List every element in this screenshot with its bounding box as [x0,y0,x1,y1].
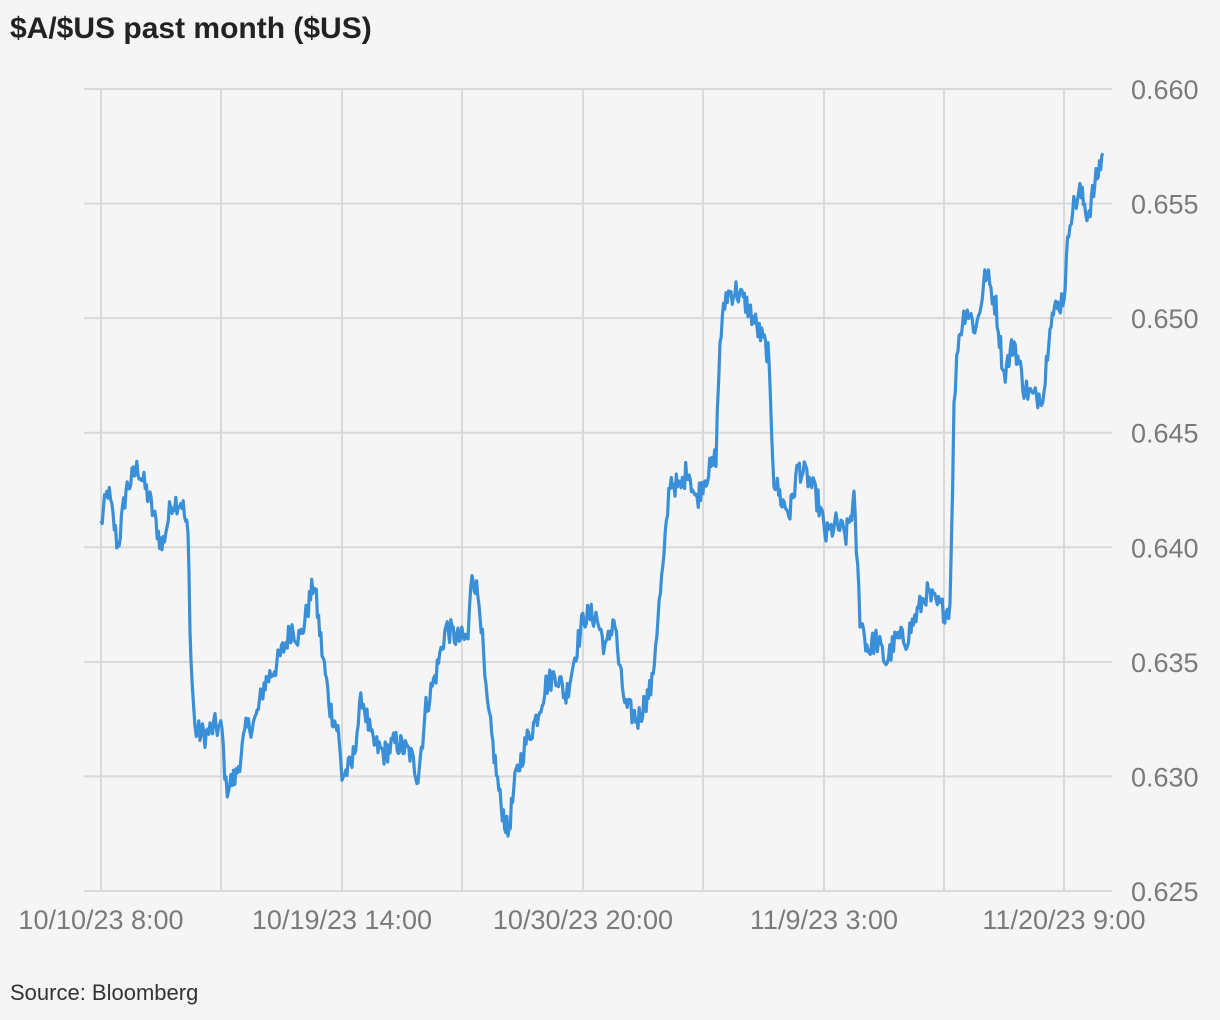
series-line-audusd [99,152,1105,838]
y-tick-label: 0.645 [1131,419,1199,449]
source-note: Source: Bloomberg [10,980,199,1005]
y-tick-label: 0.635 [1131,648,1199,678]
x-tick-label: 11/20/23 9:00 [982,905,1145,935]
tick-labels: 0.660 0.655 0.650 0.645 0.640 0.635 0.630 0.625… [18,75,1198,935]
y-tick-label: 0.660 [1131,75,1199,105]
x-tick-label: 10/19/23 14:00 [252,905,432,935]
line-chart: 0.660 0.655 0.650 0.645 0.640 0.635 0.630 0.625… [18,75,1198,935]
y-tick-label: 0.640 [1131,533,1199,563]
y-tick-label: 0.650 [1131,304,1199,334]
x-tick-label: 10/30/23 20:00 [493,905,673,935]
x-tick-label: 11/9/23 3:00 [750,905,898,935]
y-tick-label: 0.655 [1131,190,1199,220]
y-tick-label: 0.630 [1131,762,1199,792]
chart-title: $A/$US past month ($US) [10,12,372,45]
y-tick-label: 0.625 [1131,877,1199,907]
x-tick-label: 10/10/23 8:00 [18,905,183,935]
